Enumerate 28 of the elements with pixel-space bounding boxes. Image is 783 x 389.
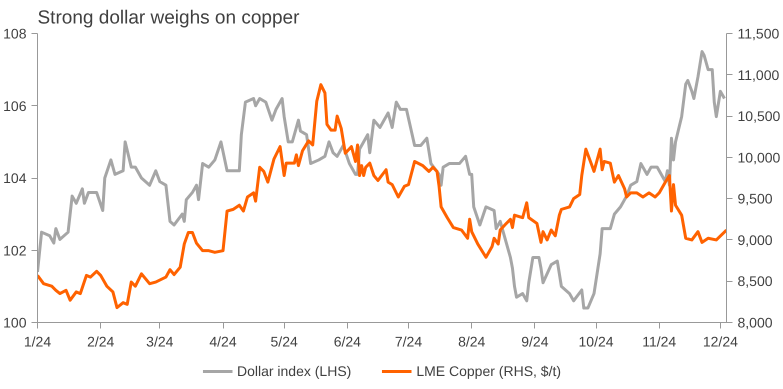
legend-label: LME Copper (RHS, $/t) xyxy=(416,362,562,378)
x-tick-label: 9/24 xyxy=(521,334,549,350)
y-tick-label: 102 xyxy=(3,242,27,258)
x-tick-label: 6/24 xyxy=(334,334,362,350)
legend-label: Dollar index (LHS) xyxy=(236,362,352,378)
x-tick-label: 2/24 xyxy=(87,334,115,350)
y-tick-label: 100 xyxy=(3,314,27,330)
x-tick-label: 5/24 xyxy=(270,334,298,350)
y2-tick-label: 10,500 xyxy=(738,108,781,124)
y2-tick-label: 8,500 xyxy=(738,273,773,290)
y-tick-label: 106 xyxy=(3,98,27,114)
x-tick-label: 1/24 xyxy=(24,334,52,350)
x-tick-label: 7/24 xyxy=(394,334,422,350)
y2-tick-label: 10,000 xyxy=(738,149,781,166)
x-tick-label: 10/24 xyxy=(578,334,614,350)
y2-tick-label: 11,000 xyxy=(738,66,780,83)
x-tick-label: 12/24 xyxy=(702,334,738,350)
x-tick-label: 8/24 xyxy=(458,334,486,350)
y-tick-label: 104 xyxy=(3,170,27,186)
x-tick-label: 3/24 xyxy=(146,334,174,350)
x-tick-label: 11/24 xyxy=(642,334,676,350)
y2-tick-label: 9,000 xyxy=(738,232,773,248)
chart-title: Strong dollar weighs on copper xyxy=(38,8,300,28)
y2-tick-label: 8,000 xyxy=(738,314,773,330)
x-tick-label: 4/24 xyxy=(209,334,237,350)
y2-tick-label: 9,500 xyxy=(738,190,773,207)
y2-tick-label: 11,500 xyxy=(738,26,780,42)
y-tick-label: 108 xyxy=(3,26,27,42)
